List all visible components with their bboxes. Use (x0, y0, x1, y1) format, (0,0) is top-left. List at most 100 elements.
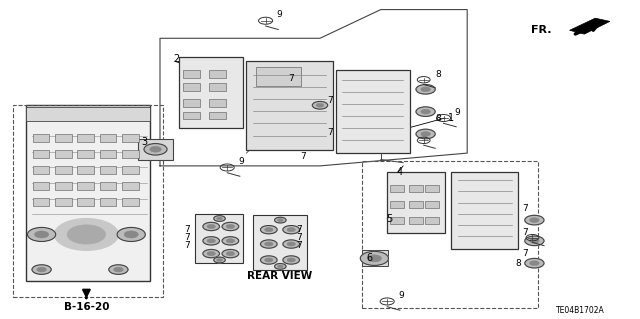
Circle shape (222, 222, 239, 231)
Bar (209, 99, 226, 107)
Text: 7: 7 (297, 225, 302, 234)
Circle shape (525, 236, 544, 246)
Circle shape (28, 227, 56, 241)
Circle shape (216, 217, 223, 220)
Text: 7: 7 (289, 74, 294, 83)
Text: 7: 7 (522, 249, 527, 258)
Bar (55, 150, 72, 158)
Bar (122, 150, 139, 158)
Bar (183, 70, 200, 78)
Circle shape (203, 222, 220, 231)
Circle shape (67, 225, 106, 244)
Bar (387, 172, 445, 233)
Text: 7: 7 (297, 241, 302, 250)
Circle shape (32, 265, 51, 274)
Text: 7: 7 (327, 128, 332, 137)
Circle shape (216, 258, 223, 262)
Circle shape (275, 263, 286, 269)
Bar (183, 112, 200, 119)
Bar (100, 198, 116, 206)
Circle shape (109, 265, 128, 274)
Bar (100, 150, 116, 158)
Circle shape (287, 242, 296, 246)
Bar (409, 217, 423, 224)
Circle shape (207, 251, 215, 256)
Circle shape (530, 261, 539, 265)
Circle shape (117, 227, 145, 241)
Bar (409, 201, 423, 208)
Circle shape (312, 101, 328, 109)
Bar (253, 215, 307, 270)
Circle shape (207, 225, 215, 228)
Bar (425, 201, 439, 208)
Bar (183, 99, 200, 107)
Bar (179, 57, 243, 128)
Circle shape (203, 237, 220, 245)
Circle shape (283, 256, 300, 264)
Circle shape (525, 258, 544, 268)
Bar (209, 70, 226, 78)
Bar (55, 166, 72, 174)
Bar (33, 166, 49, 174)
Polygon shape (26, 105, 150, 281)
Bar (122, 166, 139, 174)
Bar (390, 201, 404, 208)
Text: 7: 7 (327, 96, 332, 105)
Bar (33, 134, 49, 142)
Circle shape (530, 218, 539, 223)
Circle shape (222, 249, 239, 258)
Circle shape (287, 228, 296, 232)
Bar (100, 134, 116, 142)
Bar (256, 67, 301, 86)
Circle shape (150, 146, 161, 152)
Bar (425, 217, 439, 224)
Text: 7: 7 (297, 233, 302, 242)
Text: 8: 8 (436, 70, 441, 79)
Circle shape (37, 267, 46, 272)
Circle shape (283, 240, 300, 248)
Text: 8: 8 (436, 114, 441, 122)
Text: 6: 6 (367, 253, 373, 263)
Bar (183, 83, 200, 91)
Bar (209, 112, 226, 119)
Circle shape (278, 265, 284, 268)
Circle shape (421, 131, 431, 137)
Bar (77, 134, 94, 142)
Bar (77, 166, 94, 174)
Text: FR.: FR. (531, 25, 552, 35)
Circle shape (265, 228, 273, 232)
Text: 9: 9 (399, 291, 404, 300)
Circle shape (124, 231, 138, 238)
Text: B-16-20: B-16-20 (63, 302, 109, 312)
Circle shape (421, 109, 431, 114)
Bar (451, 172, 518, 249)
Circle shape (316, 103, 324, 107)
Text: 3: 3 (141, 137, 147, 147)
Bar (195, 214, 243, 263)
Text: 1: 1 (448, 113, 454, 123)
Text: 9: 9 (455, 108, 460, 117)
Bar (138, 139, 173, 160)
Circle shape (203, 249, 220, 258)
Circle shape (265, 242, 273, 246)
Circle shape (214, 216, 225, 221)
Circle shape (283, 226, 300, 234)
Bar (209, 83, 226, 91)
Circle shape (416, 107, 435, 116)
Circle shape (35, 231, 49, 238)
Circle shape (260, 226, 277, 234)
Circle shape (54, 219, 118, 250)
Text: 9: 9 (239, 157, 244, 166)
Circle shape (525, 215, 544, 225)
Bar (390, 217, 404, 224)
Bar (100, 182, 116, 190)
Text: 9: 9 (277, 11, 282, 19)
Text: 7: 7 (522, 228, 527, 237)
Bar (122, 134, 139, 142)
Bar (409, 185, 423, 192)
Text: 7: 7 (185, 225, 190, 234)
Circle shape (416, 129, 435, 139)
Bar (122, 198, 139, 206)
Bar (55, 198, 72, 206)
Circle shape (222, 237, 239, 245)
